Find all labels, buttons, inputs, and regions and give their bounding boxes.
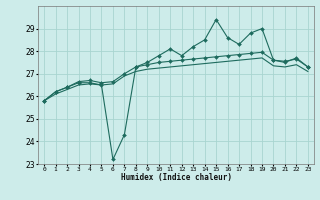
X-axis label: Humidex (Indice chaleur): Humidex (Indice chaleur) (121, 173, 231, 182)
